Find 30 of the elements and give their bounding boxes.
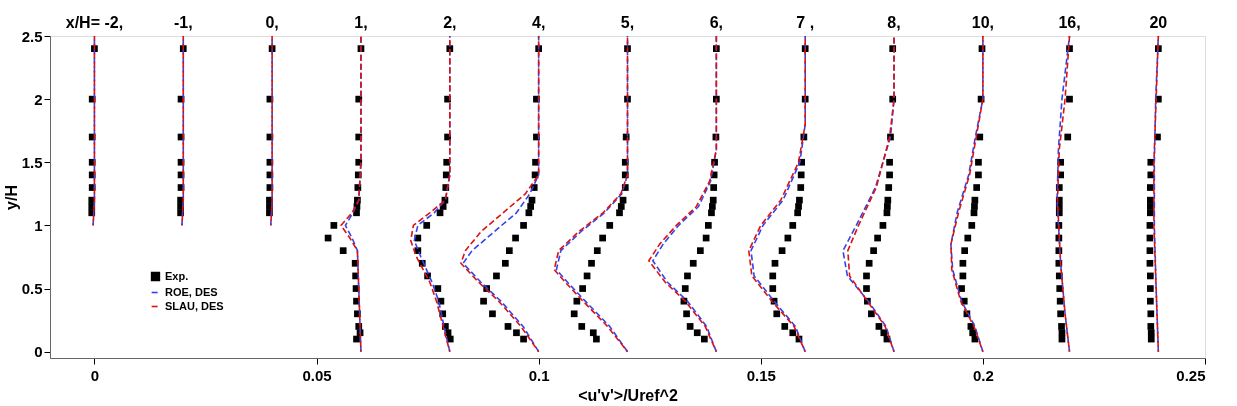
- legend-label: Exp.: [165, 269, 189, 282]
- x-tick-label: 0.15: [746, 366, 776, 384]
- x-tick-label: 0: [90, 366, 100, 384]
- text: -1,: [173, 14, 193, 31]
- y-tick-label: 1: [34, 216, 43, 234]
- text: 7 ,: [796, 14, 815, 31]
- text: 16,: [1058, 14, 1081, 31]
- text: 8,: [887, 14, 901, 31]
- legend-label: SLAU, DES: [165, 299, 224, 312]
- x-tick-label: 0.1: [528, 366, 550, 384]
- text: 20: [1149, 14, 1168, 31]
- text: 4,: [531, 14, 546, 31]
- y-tick-label: 2: [34, 90, 43, 108]
- y-tick-label: 1.5: [21, 153, 43, 171]
- text: x/H= -2,: [65, 14, 124, 31]
- y-axis-title: y/H: [2, 185, 20, 210]
- y-tick-label: 0: [34, 343, 43, 361]
- text: 0,: [265, 14, 279, 31]
- x-axis-title: <u'v'>/Uref^2: [578, 386, 678, 404]
- legend-label: ROE, DES: [165, 285, 218, 298]
- text: 1,: [354, 14, 368, 31]
- text: 10,: [971, 14, 995, 31]
- text: 6,: [709, 14, 724, 31]
- text: 2,: [443, 14, 457, 31]
- x-tick-label: 0.05: [302, 366, 332, 384]
- x-tick-label: 0.25: [1176, 366, 1206, 384]
- y-tick-label: 0.5: [21, 280, 43, 298]
- x-tick-label: 0.2: [972, 366, 994, 384]
- y-tick-label: 2.5: [21, 27, 43, 45]
- text: 5,: [620, 14, 635, 31]
